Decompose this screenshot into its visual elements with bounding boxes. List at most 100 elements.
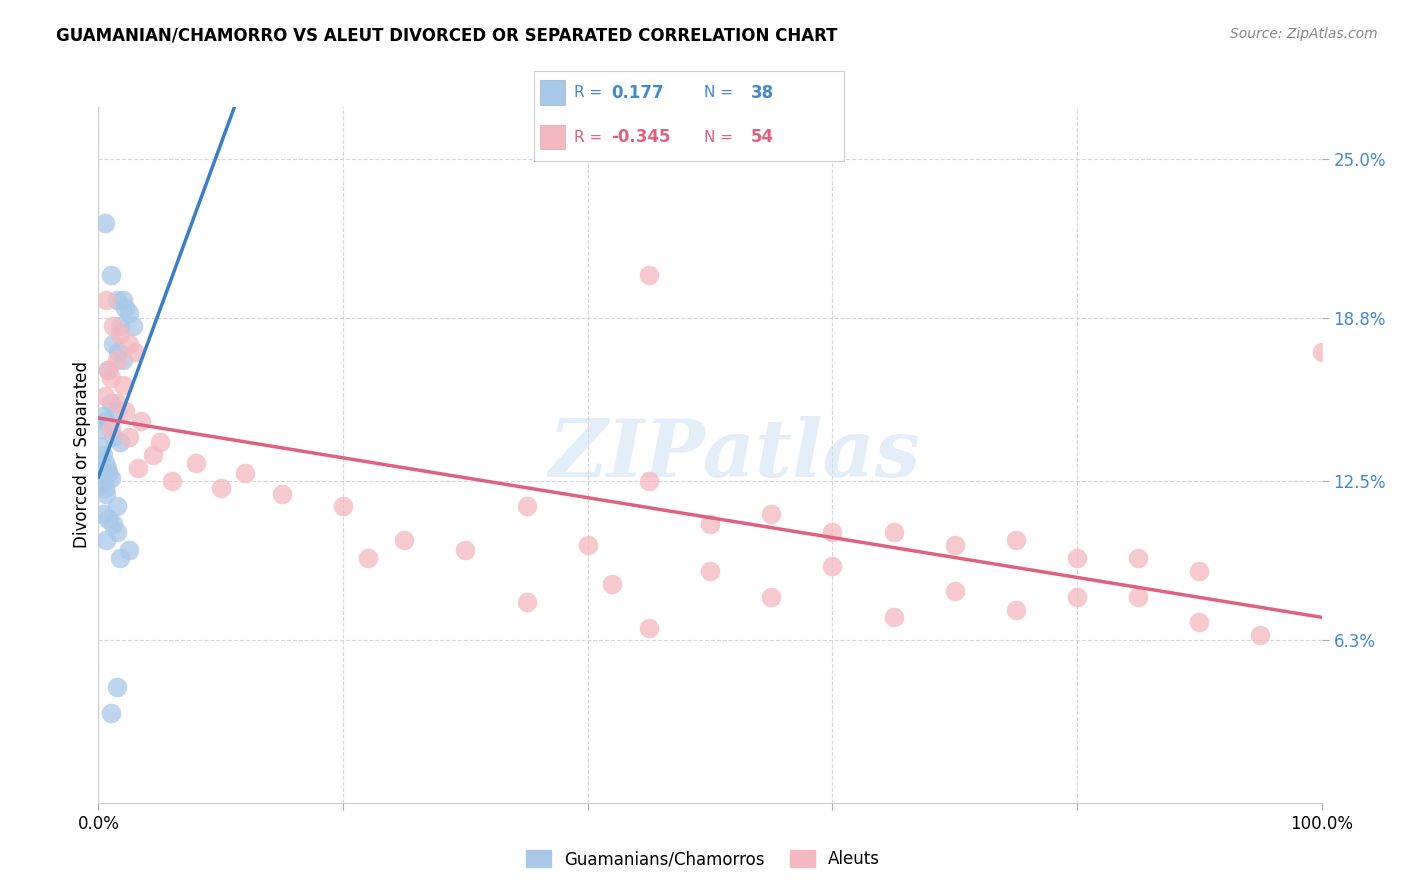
Point <box>110 551 132 566</box>
Point <box>93 389 115 403</box>
Point <box>100 706 122 720</box>
Point <box>105 525 128 540</box>
Point <box>94 533 117 547</box>
Point <box>516 595 538 609</box>
Point <box>637 474 661 488</box>
Point <box>101 430 124 444</box>
Point <box>699 564 721 578</box>
Point <box>516 500 538 514</box>
Point <box>118 306 141 320</box>
Text: R =: R = <box>575 130 603 145</box>
Point <box>332 500 354 514</box>
Point <box>93 216 115 230</box>
Point <box>576 538 599 552</box>
FancyBboxPatch shape <box>540 80 565 105</box>
Point <box>100 422 122 436</box>
Point <box>761 590 783 604</box>
Point <box>637 621 661 635</box>
Text: N =: N = <box>704 130 734 145</box>
Point <box>600 576 623 591</box>
Point <box>91 409 114 424</box>
Point <box>1066 590 1088 604</box>
Point <box>100 268 122 282</box>
Point <box>90 440 112 454</box>
Point <box>97 363 120 377</box>
Point <box>121 319 143 334</box>
Point <box>761 507 783 521</box>
Point <box>124 344 146 359</box>
Point <box>97 512 120 526</box>
Point <box>107 344 129 359</box>
Point <box>97 466 120 480</box>
Text: 38: 38 <box>751 84 773 102</box>
Point <box>105 680 128 694</box>
Point <box>118 430 141 444</box>
Point <box>91 448 114 462</box>
Point <box>1004 602 1026 616</box>
Point <box>100 370 122 384</box>
Point <box>110 319 132 334</box>
Point <box>94 293 117 308</box>
Text: GUAMANIAN/CHAMORRO VS ALEUT DIVORCED OR SEPARATED CORRELATION CHART: GUAMANIAN/CHAMORRO VS ALEUT DIVORCED OR … <box>56 27 838 45</box>
Point <box>392 533 416 547</box>
Point <box>105 352 128 367</box>
Point <box>101 319 124 334</box>
Point <box>1128 551 1150 566</box>
Text: 54: 54 <box>751 128 773 146</box>
Text: -0.345: -0.345 <box>612 128 671 146</box>
Point <box>101 517 124 532</box>
Point <box>1188 564 1211 578</box>
Point <box>93 456 115 470</box>
Point <box>114 301 136 315</box>
Point <box>100 396 122 410</box>
Point <box>91 422 114 436</box>
Point <box>142 448 165 462</box>
Point <box>97 363 120 377</box>
Point <box>96 460 118 475</box>
Point <box>114 404 136 418</box>
Point <box>637 268 661 282</box>
Point <box>1188 615 1211 630</box>
Point <box>943 538 966 552</box>
Point <box>111 293 134 308</box>
Point <box>105 293 128 308</box>
Point <box>129 414 152 428</box>
Point <box>111 378 134 392</box>
Point <box>160 474 183 488</box>
Point <box>186 456 208 470</box>
Point <box>105 404 128 418</box>
Point <box>118 337 141 351</box>
Text: R =: R = <box>575 86 603 100</box>
Point <box>111 352 134 367</box>
Point <box>699 517 721 532</box>
Point <box>91 476 114 491</box>
Point <box>101 337 124 351</box>
Point <box>943 584 966 599</box>
Point <box>209 482 232 496</box>
Point <box>883 610 905 624</box>
Legend: Guamanians/Chamorros, Aleuts: Guamanians/Chamorros, Aleuts <box>519 843 887 875</box>
Point <box>110 326 132 341</box>
Point <box>1004 533 1026 547</box>
Point <box>110 435 132 450</box>
Text: Source: ZipAtlas.com: Source: ZipAtlas.com <box>1230 27 1378 41</box>
Point <box>1250 628 1272 642</box>
Point <box>1066 551 1088 566</box>
Point <box>118 543 141 558</box>
Text: 0.177: 0.177 <box>612 84 664 102</box>
Point <box>1128 590 1150 604</box>
Point <box>100 471 122 485</box>
Point <box>149 435 172 450</box>
Point <box>821 525 844 540</box>
Y-axis label: Divorced or Separated: Divorced or Separated <box>73 361 91 549</box>
Point <box>94 486 117 500</box>
Text: ZIPatlas: ZIPatlas <box>548 417 921 493</box>
Point <box>127 460 149 475</box>
Point <box>91 507 114 521</box>
Point <box>94 414 117 428</box>
Point <box>270 486 294 500</box>
Text: N =: N = <box>704 86 734 100</box>
Point <box>93 482 115 496</box>
Point <box>821 558 844 573</box>
Point <box>105 396 128 410</box>
